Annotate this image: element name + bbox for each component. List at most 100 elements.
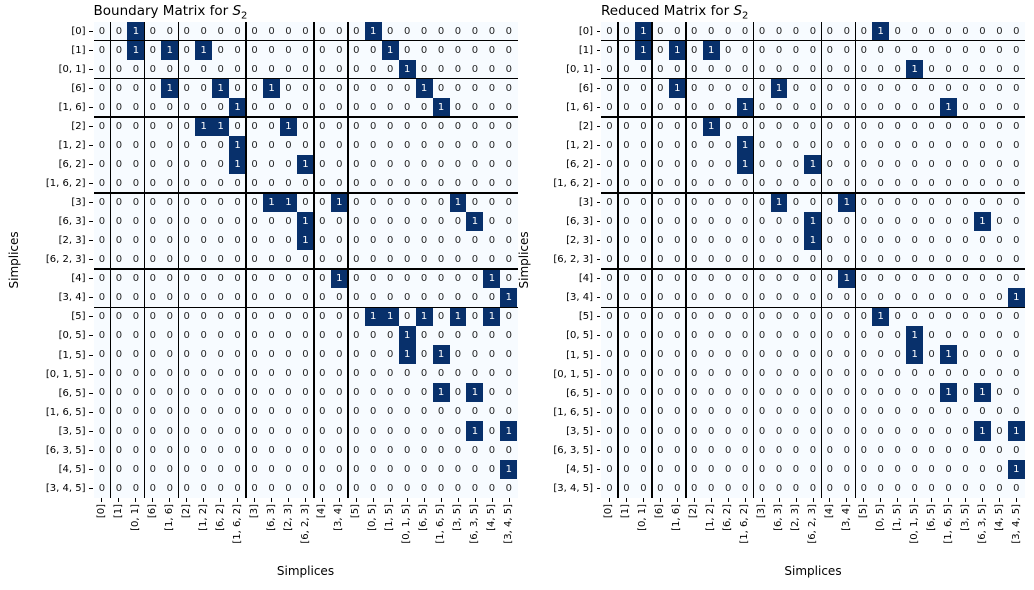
matrix-cell: 0 [860, 349, 867, 361]
matrix-cell: 0 [724, 406, 732, 418]
matrix-cell: 0 [505, 158, 513, 170]
matrix-cell: 0 [353, 444, 360, 456]
matrix-cell: 0 [945, 158, 952, 170]
col-label: [2] [688, 504, 700, 519]
matrix-cell: 0 [115, 368, 123, 380]
matrix-cell: 0 [911, 25, 918, 37]
matrix-cell: 0 [217, 139, 224, 151]
matrix-cell: 0 [606, 425, 613, 437]
matrix-cell: 0 [200, 254, 207, 266]
matrix-cell: 0 [623, 254, 630, 266]
matrix-cell: 0 [454, 349, 462, 361]
matrix-cell: 1 [906, 59, 924, 79]
y-tick-mark [89, 354, 93, 356]
matrix-cell: 0 [183, 292, 190, 304]
matrix-cell: 0 [894, 368, 901, 380]
matrix-cell: 0 [386, 387, 394, 399]
matrix-cell: 0 [741, 215, 749, 227]
col-label: [3, 4, 5] [503, 504, 515, 544]
y-tick-mark [89, 487, 93, 489]
matrix-cell: 0 [1013, 311, 1020, 323]
matrix-cell: 0 [149, 25, 157, 37]
matrix-cell: 0 [843, 235, 850, 247]
matrix-cell: 0 [386, 139, 394, 151]
matrix-cell: 0 [894, 215, 901, 227]
matrix-cell: 0 [708, 349, 715, 361]
matrix-cell: 0 [758, 177, 766, 189]
matrix-cell: 0 [996, 158, 1003, 170]
matrix-cell: 0 [217, 406, 224, 418]
horizontal-separator-line [93, 306, 518, 309]
matrix-cell: 0 [962, 177, 969, 189]
matrix-cell: 0 [505, 139, 513, 151]
matrix-cell: 0 [657, 387, 664, 399]
matrix-cell: 0 [251, 139, 258, 151]
matrix-cell: 0 [370, 101, 377, 113]
col-label: [6, 2] [722, 504, 734, 531]
x-tick-mark [846, 498, 848, 502]
matrix-cell: 0 [285, 463, 292, 475]
row-label: [1, 6, 2] [45, 177, 86, 189]
matrix-cell: 0 [285, 387, 292, 399]
matrix-cell: 0 [657, 311, 664, 323]
matrix-cell: 0 [370, 254, 377, 266]
x-tick-mark [982, 498, 984, 502]
matrix-cell: 0 [657, 25, 664, 37]
matrix-cell: 0 [606, 235, 613, 247]
matrix-cell: 0 [640, 444, 647, 456]
col-label: [6, 3, 5] [976, 504, 988, 544]
y-tick-mark [89, 49, 93, 51]
matrix-cell: 0 [724, 101, 732, 113]
matrix-cell: 0 [826, 82, 834, 94]
matrix-cell: 0 [708, 235, 715, 247]
matrix-cell: 0 [420, 292, 428, 304]
matrix-cell: 0 [708, 25, 715, 37]
matrix-cell: 0 [996, 120, 1003, 132]
matrix-cell: 0 [149, 120, 157, 132]
matrix-cell: 0 [200, 273, 207, 285]
matrix-cell: 0 [606, 44, 613, 56]
plot-title-subscript: 2 [742, 10, 749, 22]
y-tick-mark [596, 468, 600, 470]
matrix-cell: 0 [285, 177, 292, 189]
y-tick-mark [89, 106, 93, 108]
matrix-cell: 0 [319, 330, 326, 342]
matrix-cell: 0 [962, 349, 969, 361]
horizontal-separator-line [601, 306, 1025, 309]
matrix-cell: 0 [353, 158, 360, 170]
matrix-cell: 0 [741, 25, 749, 37]
matrix-cell: 0 [792, 44, 800, 56]
matrix-cell: 0 [319, 273, 326, 285]
matrix-cell: 1 [736, 135, 754, 155]
matrix-cell: 0 [792, 425, 800, 437]
matrix-cell: 0 [758, 292, 766, 304]
matrix-cell: 0 [674, 63, 681, 75]
matrix-cell: 0 [471, 139, 479, 151]
matrix-cell: 0 [420, 349, 428, 361]
x-tick-mark [338, 498, 340, 502]
vertical-separator-line [313, 21, 315, 498]
matrix-cell: 0 [471, 406, 479, 418]
matrix-cell: 0 [403, 482, 411, 494]
matrix-cell: 0 [183, 177, 190, 189]
matrix-cell: 1 [415, 78, 433, 98]
matrix-cell: 0 [724, 215, 732, 227]
matrix-cell: 0 [437, 139, 445, 151]
matrix-cell: 0 [674, 482, 681, 494]
matrix-cell: 1 [466, 211, 484, 232]
matrix-cell: 0 [183, 158, 190, 170]
matrix-cell: 0 [505, 273, 513, 285]
x-tick-mark [491, 498, 493, 502]
col-label: [3] [756, 504, 768, 519]
matrix-cell: 0 [640, 330, 647, 342]
matrix-cell: 0 [336, 330, 343, 342]
matrix-cell: 0 [996, 101, 1003, 113]
matrix-cell: 0 [370, 44, 377, 56]
matrix-cell: 0 [166, 120, 173, 132]
matrix-cell: 0 [894, 425, 901, 437]
matrix-cell: 0 [386, 235, 394, 247]
matrix-cell: 0 [792, 215, 800, 227]
matrix-cell: 0 [454, 425, 462, 437]
matrix-cell: 0 [911, 292, 918, 304]
x-tick-mark [948, 498, 950, 502]
